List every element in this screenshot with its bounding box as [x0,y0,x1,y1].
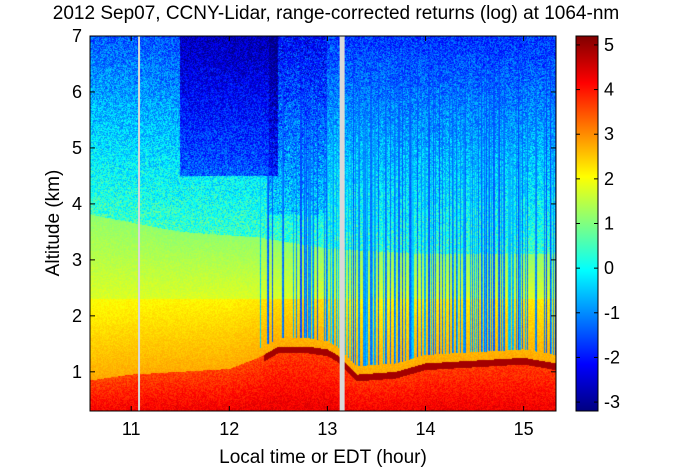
data-gaps [138,36,345,411]
y-axis-label: Altitude (km) [43,170,64,277]
colorbar-gradient [576,36,598,411]
backscatter-heatmap [90,36,556,411]
colorbar: 5 4 3 2 1 0 -1 -2 -3 [575,35,620,412]
y-tick-label: 4 [72,194,82,214]
colorbar-tick-label: 4 [604,80,614,100]
plot-area [89,35,557,412]
colorbar-tick-label: -3 [604,392,620,412]
colorbar-ticks: 5 4 3 2 1 0 -1 -2 -3 [576,35,620,412]
colorbar-tick-label: -2 [604,347,620,367]
y-tick-label: 5 [72,138,82,158]
colorbar-tick-label: 2 [604,169,614,189]
x-tick-label: 15 [514,419,534,439]
data-gap-band [339,36,345,411]
colorbar-tick-label: 1 [604,214,614,234]
y-tick-label: 1 [72,362,82,382]
chart-title: 2012 Sep07, CCNY-Lidar, range-corrected … [53,3,619,24]
x-tick-label: 14 [416,419,436,439]
colorbar-tick-label: 5 [604,35,614,55]
colorbar-tick-label: -1 [604,303,620,323]
y-tick-label: 2 [72,306,82,326]
y-tick-label: 3 [72,250,82,270]
x-axis: 11 12 13 14 15 [122,36,534,439]
y-axis: 1 2 3 4 5 6 7 [72,26,556,382]
x-tick-label: 13 [317,419,337,439]
plot-frame [89,35,557,412]
x-tick-label: 11 [122,419,141,439]
x-axis-label: Local time or EDT (hour) [219,447,427,468]
y-tick-label: 7 [72,26,82,46]
colorbar-tick-label: 0 [604,258,614,278]
y-tick-label: 6 [72,82,82,102]
x-tick-label: 12 [219,419,239,439]
colorbar-tick-label: 3 [604,124,614,144]
data-gap-band [138,36,141,411]
